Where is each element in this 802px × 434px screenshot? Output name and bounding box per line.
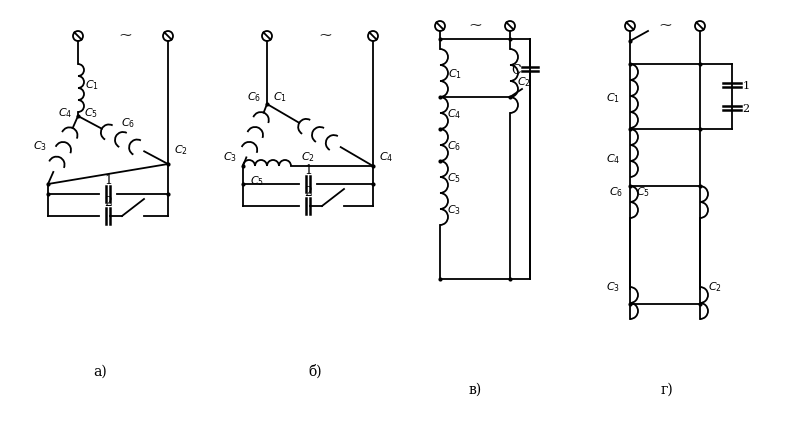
Text: г): г) [660, 382, 673, 396]
Text: ~: ~ [657, 16, 671, 33]
Text: $C_5$: $C_5$ [447, 171, 460, 184]
Text: C: C [511, 63, 520, 76]
Text: $C_3$: $C_3$ [606, 279, 619, 293]
Text: $C_3$: $C_3$ [447, 203, 460, 217]
Text: $C_3$: $C_3$ [33, 139, 47, 152]
Text: $C_2$: $C_2$ [516, 75, 530, 89]
Text: $C_2$: $C_2$ [174, 143, 188, 157]
Text: $C_6$: $C_6$ [447, 139, 460, 152]
Text: 2: 2 [742, 104, 748, 114]
Text: $C_5$: $C_5$ [635, 185, 649, 198]
Text: $C_2$: $C_2$ [301, 150, 314, 164]
Text: в): в) [468, 382, 481, 396]
Text: ~: ~ [118, 26, 132, 43]
Text: 2: 2 [304, 186, 311, 199]
Text: $C_1$: $C_1$ [448, 67, 461, 81]
Text: $C_6$: $C_6$ [121, 116, 135, 130]
Text: $C_1$: $C_1$ [85, 78, 99, 92]
Text: $C_3$: $C_3$ [223, 150, 237, 164]
Text: $C_4$: $C_4$ [379, 150, 393, 164]
Text: $C_1$: $C_1$ [273, 90, 286, 104]
Text: ~: ~ [468, 16, 481, 33]
Text: 1: 1 [742, 81, 748, 91]
Text: $C_5$: $C_5$ [249, 174, 264, 187]
Text: а): а) [93, 364, 107, 378]
Text: $C_6$: $C_6$ [608, 185, 622, 198]
Text: б): б) [308, 364, 322, 378]
Text: $C_2$: $C_2$ [707, 279, 721, 293]
Text: 2: 2 [104, 196, 111, 209]
Text: $C_6$: $C_6$ [247, 90, 261, 104]
Text: 1: 1 [304, 164, 312, 177]
Text: $C_1$: $C_1$ [606, 91, 619, 105]
Text: ~: ~ [318, 26, 331, 43]
Text: $C_4$: $C_4$ [58, 106, 72, 120]
Text: $C_5$: $C_5$ [84, 106, 98, 120]
Text: 1: 1 [104, 174, 111, 187]
Text: $C_4$: $C_4$ [446, 107, 460, 121]
Text: $C_4$: $C_4$ [605, 152, 619, 165]
